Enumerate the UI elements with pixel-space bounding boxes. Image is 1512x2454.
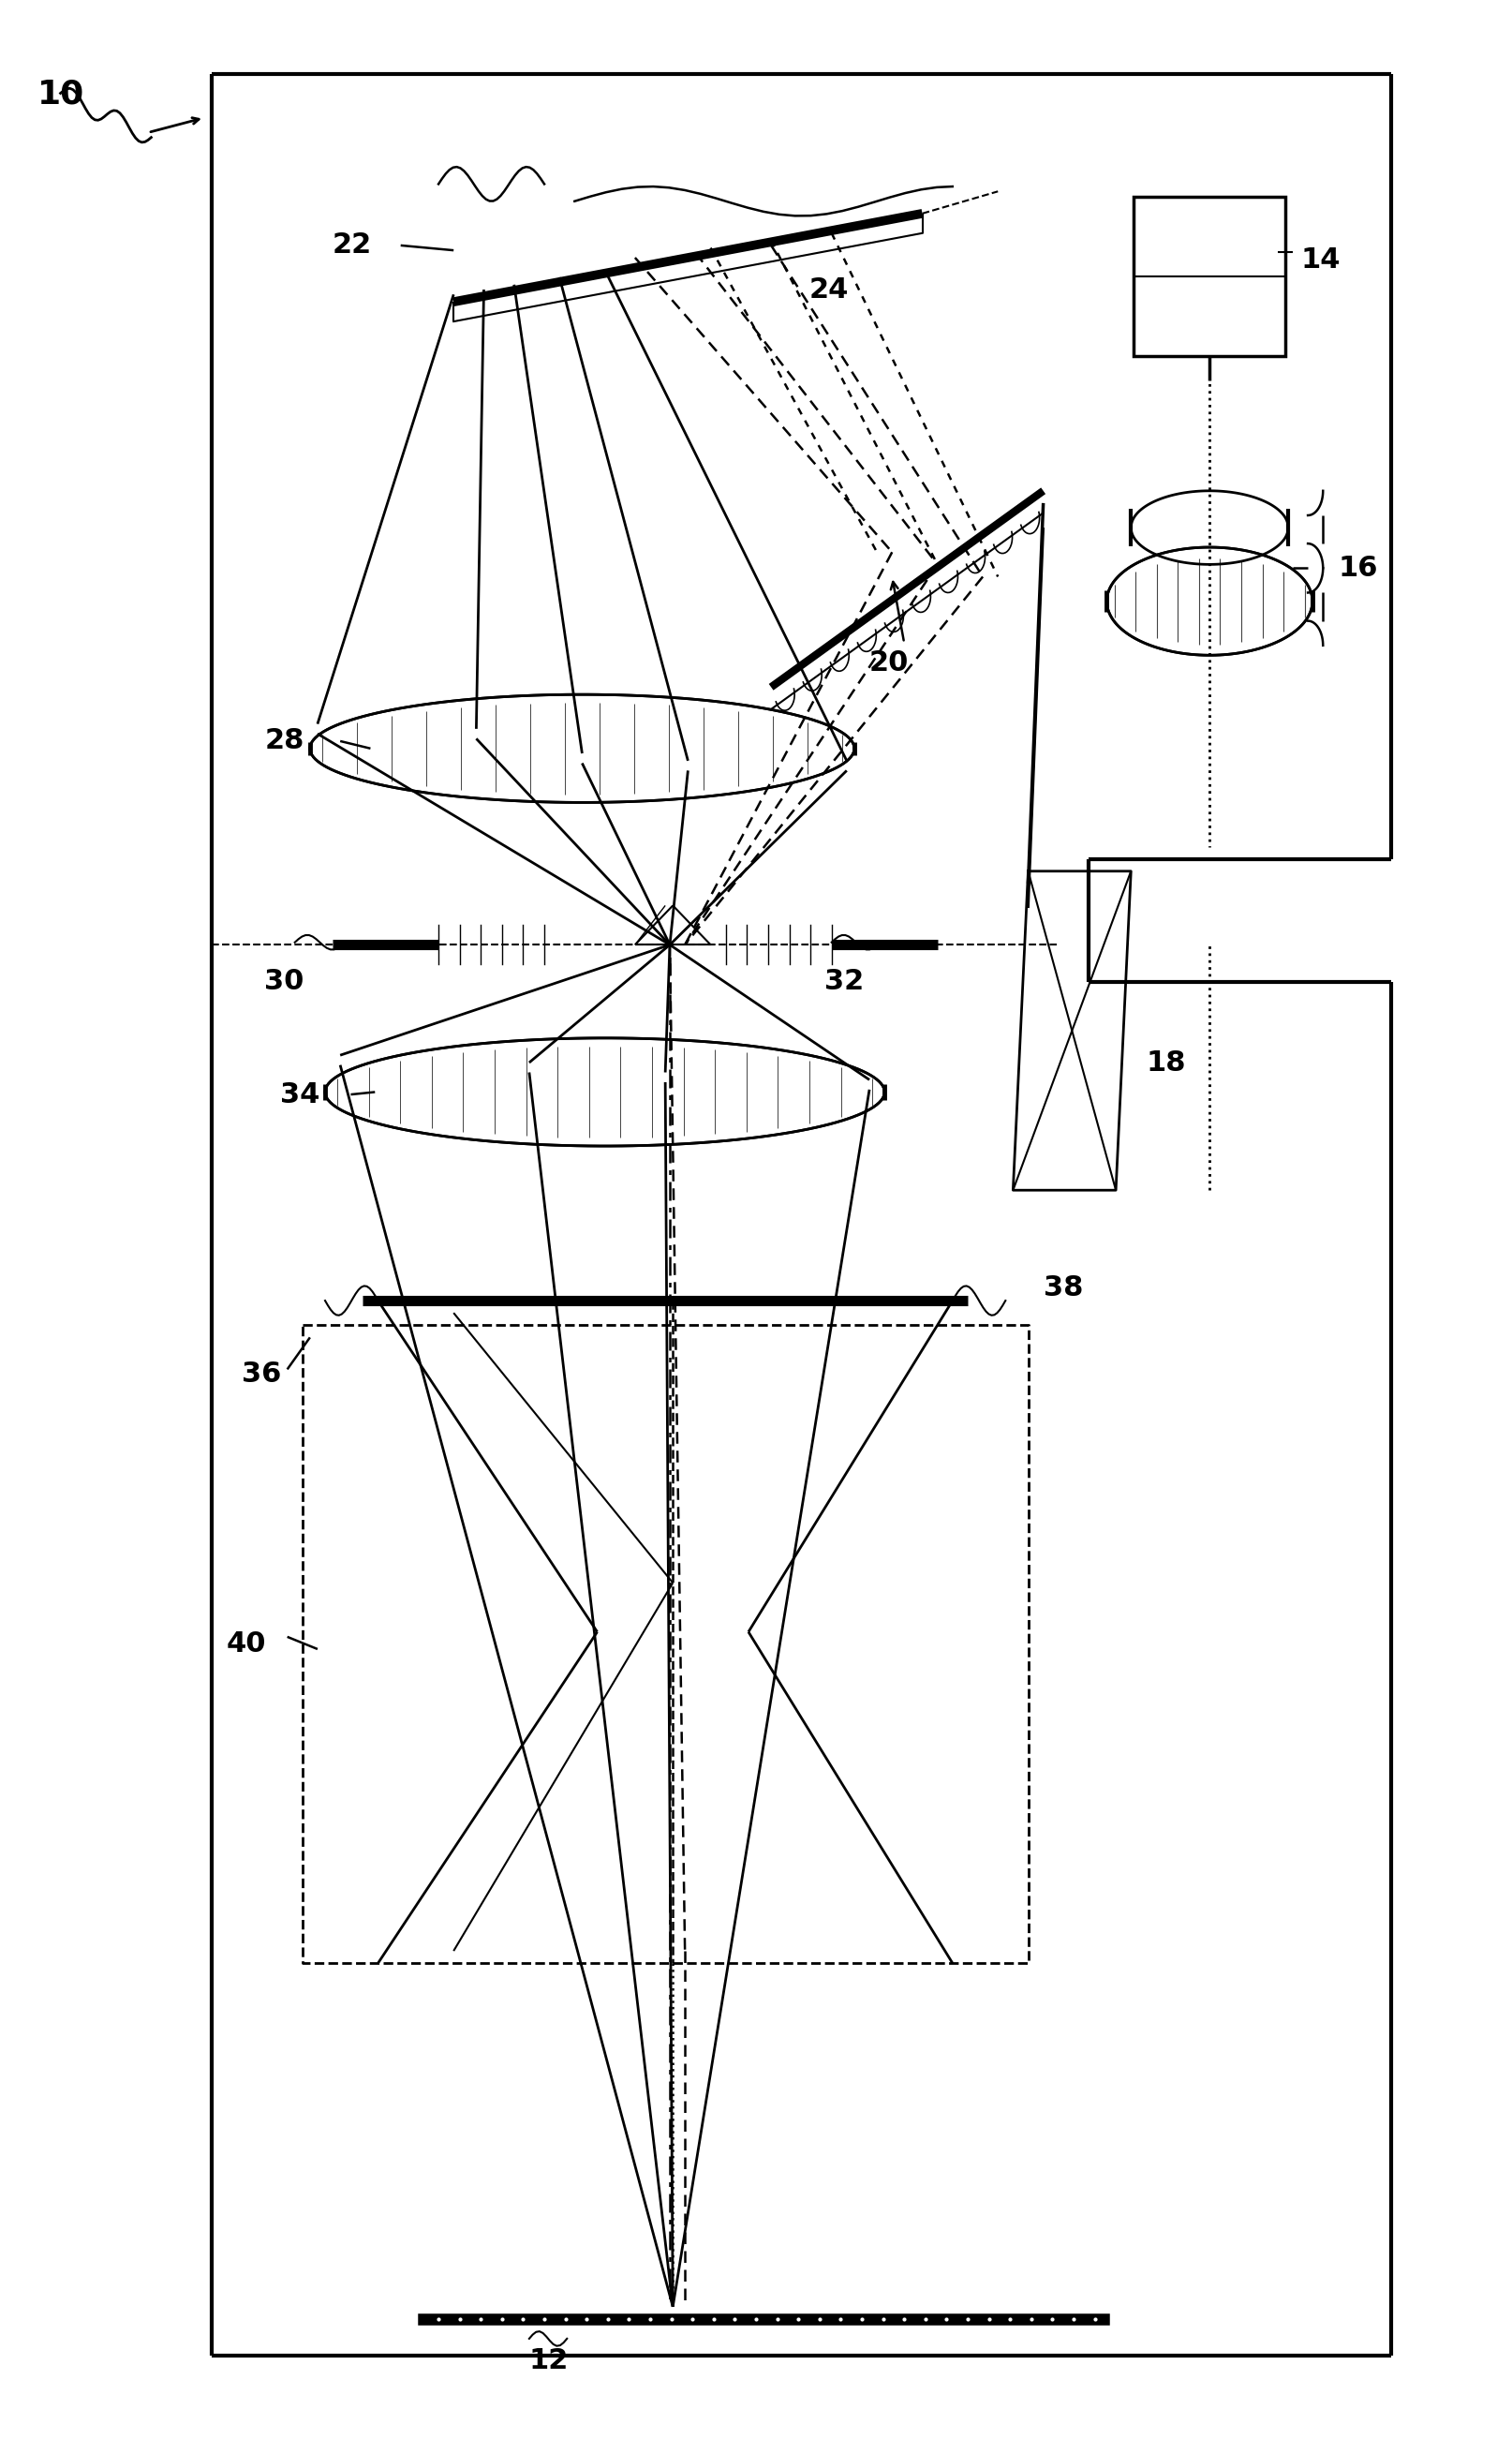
Text: 32: 32 [824, 967, 863, 996]
Text: 38: 38 [1043, 1274, 1083, 1303]
Text: 40: 40 [227, 1629, 266, 1659]
Text: 30: 30 [265, 967, 304, 996]
Text: 24: 24 [809, 275, 848, 304]
Text: 34: 34 [280, 1080, 319, 1109]
Text: 36: 36 [242, 1360, 281, 1389]
Text: 28: 28 [265, 726, 304, 756]
Bar [1134, 196, 1285, 356]
Text: 20: 20 [869, 648, 909, 677]
Text: 16: 16 [1338, 555, 1377, 582]
Text: 10: 10 [38, 79, 85, 110]
Text: 18: 18 [1146, 1048, 1185, 1077]
Text: 12: 12 [529, 2346, 569, 2375]
Text: 22: 22 [333, 231, 372, 260]
Text: 14: 14 [1300, 245, 1340, 275]
